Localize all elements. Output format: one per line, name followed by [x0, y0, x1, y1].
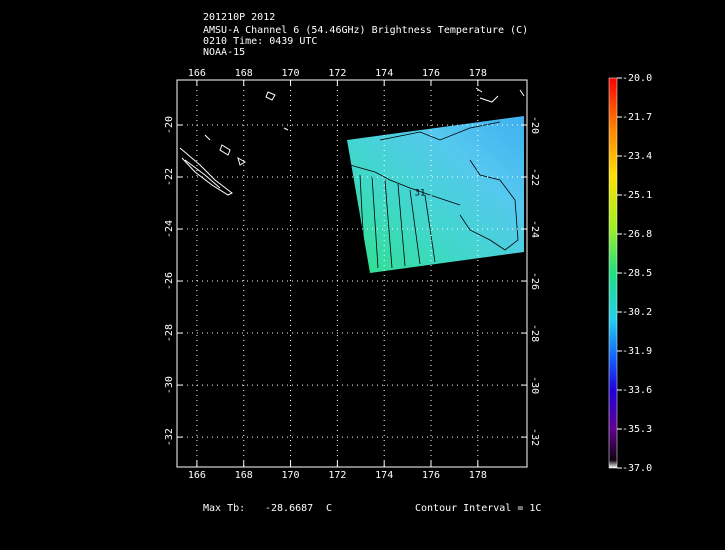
- x-tick-label: 166: [188, 470, 206, 481]
- colorbar-label: -25.1: [622, 190, 652, 201]
- colorbar-label: -21.7: [622, 112, 652, 123]
- x-tick-label: 176: [422, 68, 440, 79]
- y-tick-label: -32: [529, 428, 540, 446]
- y-tick-label: -30: [164, 376, 175, 394]
- y-tick-label: -30: [529, 376, 540, 394]
- x-tick-label: 172: [328, 470, 346, 481]
- contour-label: 31: [415, 189, 426, 199]
- y-tick-label: -24: [529, 220, 540, 238]
- colorbar-label: -35.3: [622, 424, 652, 435]
- y-tick-label: -26: [529, 272, 540, 290]
- x-tick-label: 178: [469, 68, 487, 79]
- colorbar-label: -28.5: [622, 268, 652, 279]
- x-tick-label: 168: [235, 470, 253, 481]
- colorbar-label: -26.8: [622, 229, 652, 240]
- y-tick-label: -28: [529, 324, 540, 342]
- colorbar: [608, 77, 618, 469]
- y-tick-label: -22: [529, 168, 540, 186]
- x-tick-label: 170: [282, 470, 300, 481]
- header-line: AMSU-A Channel 6 (54.46GHz) Brightness T…: [203, 25, 528, 36]
- header-line: NOAA-15: [203, 47, 245, 58]
- max-unit: C: [326, 503, 332, 514]
- x-tick-label: 176: [422, 470, 440, 481]
- y-tick-label: -24: [164, 220, 175, 238]
- y-tick-label: -26: [164, 272, 175, 290]
- colorbar-label: -33.6: [622, 385, 652, 396]
- contours: [349, 121, 519, 271]
- data-swath: [347, 116, 524, 273]
- header-line: 201210P 2012: [203, 12, 275, 23]
- map-frame: [176, 79, 528, 468]
- contour-interval: Contour Interval = 1C: [415, 503, 541, 514]
- colorbar-label: -20.0: [622, 73, 652, 84]
- x-tick-label: 174: [375, 68, 393, 79]
- x-tick-label: 166: [188, 68, 206, 79]
- map-plot: [176, 79, 528, 468]
- y-tick-label: -22: [164, 168, 175, 186]
- colorbar-label: -31.9: [622, 346, 652, 357]
- colorbar-label: -30.2: [622, 307, 652, 318]
- x-tick-label: 172: [328, 68, 346, 79]
- coastlines: [179, 87, 525, 196]
- colorbar-label: -37.0: [622, 463, 652, 474]
- y-tick-label: -20: [164, 116, 175, 134]
- y-tick-label: -28: [164, 324, 175, 342]
- x-tick-label: 168: [235, 68, 253, 79]
- max-label: Max Tb:: [203, 503, 245, 514]
- x-tick-label: 178: [469, 470, 487, 481]
- y-tick-label: -32: [164, 428, 175, 446]
- colorbar-label: -23.4: [622, 151, 652, 162]
- x-tick-label: 170: [282, 68, 300, 79]
- x-tick-label: 174: [375, 470, 393, 481]
- y-tick-label: -20: [529, 116, 540, 134]
- header-line: 0210 Time: 0439 UTC: [203, 36, 317, 47]
- max-value: -28.6687: [265, 503, 313, 514]
